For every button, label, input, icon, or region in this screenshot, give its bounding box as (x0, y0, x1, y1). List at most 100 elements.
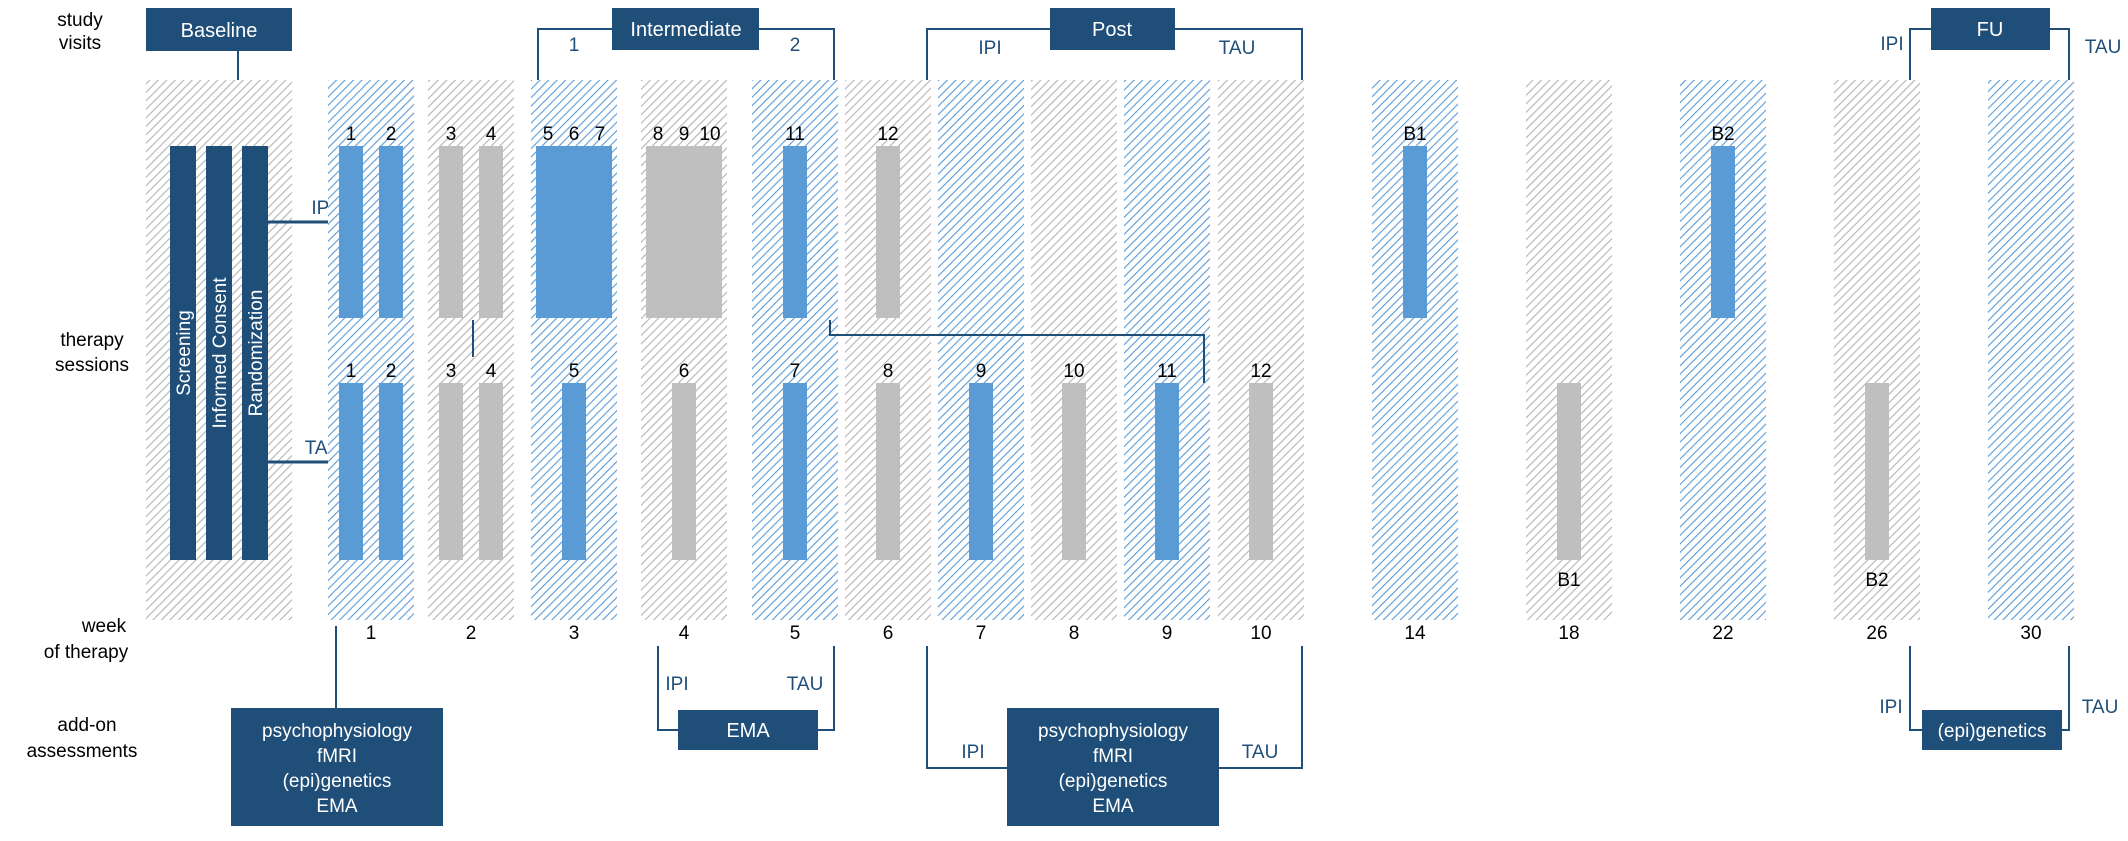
tau-session-label-1: 1 (346, 361, 357, 382)
tau-session-label-9: 9 (976, 361, 987, 382)
tau-session-label-10: 10 (1063, 361, 1084, 382)
week-column-30 (1988, 80, 2074, 620)
fu-addon-tau-label: TAU (2082, 697, 2119, 718)
fu-addon-box (1922, 710, 2062, 750)
ipi-bar-11 (783, 146, 807, 318)
tau-bar-6 (672, 383, 696, 560)
post-visit-box (1050, 8, 1175, 50)
tau-bar-11 (1155, 383, 1179, 560)
ema-ipi-label: IPI (665, 674, 688, 695)
week-label-8: 8 (1069, 623, 1080, 644)
baseline-addon-line-4: EMA (316, 796, 358, 817)
post-addon-line-2: fMRI (1093, 746, 1133, 767)
session-11-link (829, 320, 1205, 383)
baseline-addon-line-1: psychophysiology (262, 721, 412, 742)
ipi-bar-4 (479, 146, 503, 318)
tau-bar-12 (1249, 383, 1273, 560)
ema-bracket-right (818, 646, 835, 731)
informed-consent-label: Informed Consent (210, 277, 231, 429)
tau-session-label-6: 6 (679, 361, 690, 382)
fu-visit-label: FU (1977, 19, 2004, 41)
ipi-session-label-7: 7 (595, 124, 606, 145)
informed-consent-bar (206, 146, 232, 560)
fu-addon-bracket-right (2062, 646, 2070, 731)
post-addon-line-4: EMA (1092, 796, 1134, 817)
baseline-visit-label: Baseline (181, 20, 258, 42)
intermediate-visit-box (612, 8, 759, 50)
post-addon-line-1: psychophysiology (1038, 721, 1188, 742)
week-label-6: 6 (883, 623, 894, 644)
tau-bar-10 (1062, 383, 1086, 560)
week-label-2: 2 (466, 623, 477, 644)
week-label-4: 4 (679, 623, 690, 644)
post-ipi-label: IPI (978, 38, 1001, 59)
tau-session-label-2: 2 (386, 361, 397, 382)
post-addon-ipi-label: IPI (961, 742, 984, 763)
tau-bar-7 (783, 383, 807, 560)
ipi-session-label-12: 12 (877, 124, 898, 145)
label-therapy-sessions-1: therapy (60, 330, 124, 351)
tau-bar-1 (339, 383, 363, 560)
week-label-18: 18 (1558, 623, 1579, 644)
post-bracket-right (1175, 28, 1303, 80)
tau-session-label-8: 8 (883, 361, 894, 382)
fu-tau-label: TAU (2085, 37, 2122, 58)
tau-bar-B2 (1865, 383, 1889, 560)
baseline-addon-box (231, 708, 443, 826)
tau-bar-4 (479, 383, 503, 560)
ipi-bar-B1 (1403, 146, 1427, 318)
post-visit-label: Post (1092, 19, 1132, 41)
ipi-bar-1 (339, 146, 363, 318)
label-therapy-sessions-2: sessions (55, 355, 129, 376)
post-tau-label: TAU (1219, 38, 1256, 59)
label-addon-2: assessments (27, 741, 138, 762)
intermediate-bracket-right (759, 28, 835, 80)
post-addon-line-3: (epi)genetics (1059, 771, 1168, 792)
ipi-session-label-5: 5 (543, 124, 554, 145)
fu-bracket-right (2050, 28, 2070, 80)
screening-bar (170, 146, 196, 560)
label-week-1: week (81, 616, 127, 637)
ipi-session-label-4: 4 (486, 124, 497, 145)
ipi-bar-12 (876, 146, 900, 318)
fu-bracket-left (1909, 28, 1931, 80)
ema-addon-label: EMA (726, 720, 770, 742)
week-label-9: 9 (1162, 623, 1173, 644)
randomization-bar (242, 146, 268, 560)
ipi-session-label-B1: B1 (1403, 124, 1426, 145)
ipi-session-label-3: 3 (446, 124, 457, 145)
tau-bar-2 (379, 383, 403, 560)
ema-bracket-left (657, 646, 678, 731)
ipi-bar-5-6-7 (536, 146, 612, 318)
fu-visit-box (1931, 8, 2050, 50)
post-addon-bracket-left (926, 646, 1007, 769)
tau-session-label-11: 11 (1157, 361, 1177, 382)
screening-label: Screening (174, 310, 195, 396)
tau-session-label-B1: B1 (1557, 570, 1580, 591)
post-addon-tau-label: TAU (1242, 742, 1279, 763)
ipi-bar-2 (379, 146, 403, 318)
fu-addon-ipi-label: IPI (1879, 697, 1902, 718)
fu-addon-bracket-left (1909, 646, 1922, 731)
ipi-session-label-8: 8 (653, 124, 664, 145)
tau-session-label-B2: B2 (1865, 570, 1888, 591)
label-study-visits-1: study (57, 10, 103, 31)
ipi-session-label-2: 2 (386, 124, 397, 145)
week-label-3: 3 (569, 623, 580, 644)
ipi-bar-B2 (1711, 146, 1735, 318)
week-label-1: 1 (366, 623, 377, 644)
intermediate-visit-label: Intermediate (630, 19, 741, 41)
baseline-addon-line-2: fMRI (317, 746, 357, 767)
post-addon-bracket-right (1219, 646, 1303, 769)
post-bracket-left (926, 28, 1050, 80)
intermediate-left-label: 1 (569, 35, 580, 56)
week-label-10: 10 (1250, 623, 1271, 644)
ema-tau-label: TAU (787, 674, 824, 695)
randomization-label: Randomization (246, 290, 267, 417)
ipi-session-label-10: 10 (699, 124, 720, 145)
tau-bar-5 (562, 383, 586, 560)
week-label-5: 5 (790, 623, 801, 644)
